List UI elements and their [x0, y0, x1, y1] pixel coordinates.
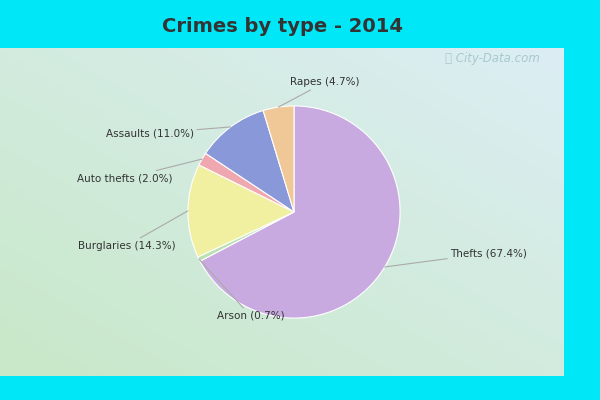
- Text: ⓘ City-Data.com: ⓘ City-Data.com: [445, 52, 540, 65]
- Text: Assaults (11.0%): Assaults (11.0%): [106, 127, 230, 138]
- Text: Burglaries (14.3%): Burglaries (14.3%): [78, 211, 188, 251]
- Text: Rapes (4.7%): Rapes (4.7%): [278, 77, 360, 107]
- Wedge shape: [200, 106, 400, 318]
- Wedge shape: [198, 212, 294, 261]
- Wedge shape: [199, 153, 294, 212]
- Text: Thefts (67.4%): Thefts (67.4%): [385, 248, 527, 267]
- Text: Crimes by type - 2014: Crimes by type - 2014: [161, 16, 403, 36]
- Text: Auto thefts (2.0%): Auto thefts (2.0%): [77, 159, 202, 183]
- Wedge shape: [206, 110, 294, 212]
- Wedge shape: [188, 165, 294, 257]
- Text: Arson (0.7%): Arson (0.7%): [199, 259, 284, 320]
- Wedge shape: [263, 106, 294, 212]
